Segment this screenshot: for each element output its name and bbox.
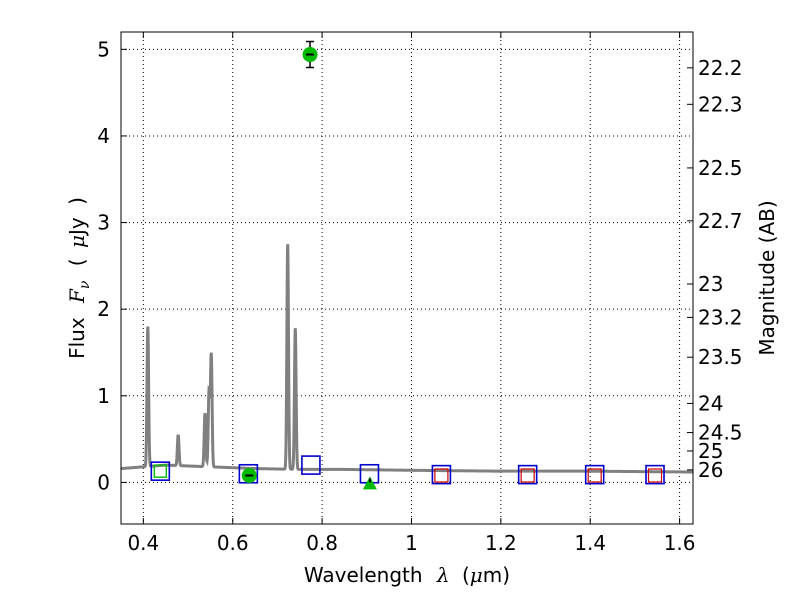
model-photometry-box — [645, 464, 665, 485]
magnitude-tick-label: 24 — [698, 391, 723, 415]
y-axis-label: Flux Fν ( μJy ) — [65, 197, 94, 359]
magnitude-tick-label: 22.5 — [698, 156, 743, 180]
upper-limit-triangle — [362, 476, 377, 490]
model-photometry-box — [301, 455, 321, 475]
y-ticks: 0 1 2 3 4 5 — [97, 37, 127, 494]
y-axis-label-subscript: ν — [77, 280, 93, 289]
x-axis-label-unit-open: ( — [462, 563, 470, 587]
model-photometry-box — [431, 464, 452, 485]
x-ticks: 0.4 0.6 0.8 1 1.2 1.4 1.6 — [127, 32, 696, 555]
magnitude-tick-label: 24.5 — [698, 421, 743, 445]
x-axis-label-unit-mu: μ — [470, 563, 483, 587]
x-tick-label: 1 — [405, 531, 418, 555]
model-spectrum-group — [120, 244, 693, 474]
magnitude-tick-label: 25 — [698, 439, 723, 463]
x-axis-label-unit-rest: m) — [483, 563, 510, 587]
inner-red-box — [434, 468, 449, 483]
magnitude-tick-label: 23.2 — [698, 305, 743, 329]
y-tick-label: 5 — [97, 37, 110, 61]
y-tick-label: 1 — [97, 384, 110, 408]
magnitude-tick-label: 26 — [698, 458, 723, 482]
plot-frame — [120, 31, 694, 525]
inner-red-box — [587, 468, 602, 483]
inner-red-box — [647, 468, 663, 483]
x-tick-label: 0.6 — [217, 531, 249, 555]
y-axis-label-unit-mu: μ — [65, 235, 89, 248]
y-axis-label-text: Flux — [65, 317, 89, 359]
inner-red-box — [520, 468, 535, 483]
x-tick-label: 1.2 — [485, 531, 517, 555]
magnitude-tick-label: 22.2 — [698, 56, 743, 80]
small-green-box — [153, 464, 168, 478]
x-axis-label-symbol: λ — [436, 563, 450, 587]
y-tick-label: 2 — [97, 297, 110, 321]
x-tick-label: 1.6 — [664, 531, 696, 555]
magnitude-axis-label: Magnitude (AB) — [755, 200, 779, 355]
x-tick-label: 0.4 — [127, 531, 159, 555]
markers-group — [150, 40, 665, 490]
model-photometry-box — [517, 464, 538, 485]
y-tick-label: 0 — [97, 470, 110, 494]
y-axis-label-symbol: F — [65, 288, 89, 304]
magnitude-tick-label: 23 — [698, 272, 723, 296]
y-tick-label: 3 — [97, 211, 110, 235]
y-tick-label: 4 — [97, 124, 110, 148]
magnitude-tick-label: 22.7 — [698, 209, 743, 233]
model-photometry-box — [150, 461, 171, 481]
y-axis-label-unit-close: ) — [65, 197, 89, 205]
model-photometry-box — [584, 464, 605, 485]
y-axis-label-unit-open: ( — [65, 258, 89, 266]
model-spectrum-line — [120, 244, 693, 474]
x-tick-label: 1.4 — [574, 531, 606, 555]
x-axis-label: Wavelength λ (μm) — [304, 563, 510, 587]
magnitude-tick-label: 23.5 — [698, 345, 743, 369]
magnitude-tick-label: 22.3 — [698, 92, 743, 116]
x-tick-label: 0.8 — [306, 531, 338, 555]
x-axis-label-text: Wavelength — [304, 563, 423, 587]
y-axis-label-unit-rest: Jy — [65, 217, 89, 237]
